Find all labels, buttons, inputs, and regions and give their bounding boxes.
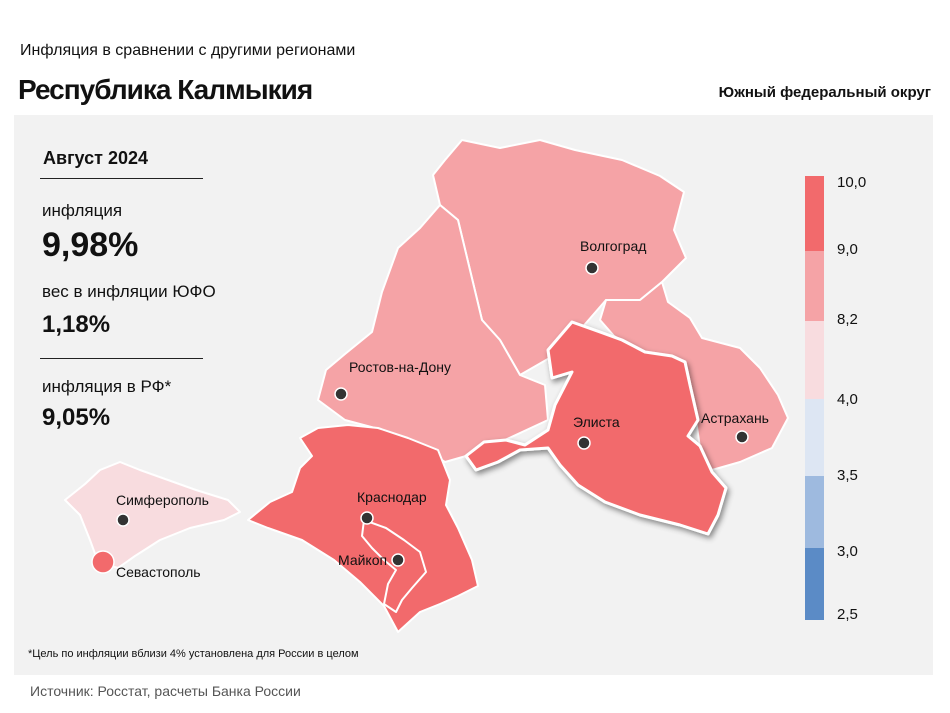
legend-tick: 2,5 <box>837 606 858 623</box>
city-label-maykop: Майкоп <box>338 552 387 568</box>
month-label: Август 2024 <box>43 148 148 168</box>
city-label-rostov: Ростов-на-Дону <box>349 359 451 375</box>
city-marker-rostov <box>334 387 348 401</box>
city-label-simferopol: Симферополь <box>116 492 209 508</box>
divider <box>40 358 203 359</box>
legend-tick: 8,2 <box>837 311 858 328</box>
inflation-label: инфляция <box>42 201 123 220</box>
legend-swatch <box>805 176 824 251</box>
weight-label: вес в инфляции ЮФО <box>42 282 216 301</box>
inflation-value: 9,98% <box>42 226 139 264</box>
page-title: Республика Калмыкия <box>18 74 313 105</box>
city-marker-elista <box>577 436 591 450</box>
legend-swatch <box>805 476 824 548</box>
legend-swatch <box>805 548 824 620</box>
city-marker-maykop <box>391 553 405 567</box>
rf-inflation-value: 9,05% <box>42 404 111 431</box>
region-crimea[interactable] <box>64 461 241 569</box>
region-rostov[interactable] <box>317 204 549 463</box>
legend-swatch <box>805 321 824 399</box>
city-label-sevastopol: Севастополь <box>116 564 201 580</box>
city-label-astrakhan: Астрахань <box>701 410 769 426</box>
legend-swatch <box>805 251 824 321</box>
region-adygea[interactable] <box>361 519 427 613</box>
city-label-elista: Элиста <box>573 414 620 430</box>
legend-tick: 3,0 <box>837 543 858 560</box>
city-marker-astrakhan <box>735 430 749 444</box>
city-marker-krasnodar <box>360 511 374 525</box>
legend-tick: 3,5 <box>837 467 858 484</box>
city-marker-volgograd <box>585 261 599 275</box>
legend-tick: 10,0 <box>837 174 867 191</box>
city-label-krasnodar: Краснодар <box>357 489 427 505</box>
legend-swatch <box>805 399 824 476</box>
city-marker-simferopol <box>116 513 130 527</box>
legend-tick: 9,0 <box>837 241 858 258</box>
footnote: *Цель по инфляции вблизи 4% установлена … <box>28 648 359 660</box>
district-label: Южный федеральный округ <box>718 84 931 101</box>
legend-tick: 4,0 <box>837 391 858 408</box>
source-note: Источник: Росстат, расчеты Банка России <box>30 683 301 699</box>
city-label-volgograd: Волгоград <box>580 238 646 254</box>
divider <box>40 178 203 179</box>
region-sevastopol[interactable] <box>91 550 115 574</box>
weight-value: 1,18% <box>42 311 111 338</box>
region-kalmykia[interactable] <box>464 320 728 536</box>
supertitle: Инфляция в сравнении с другими регионами <box>20 42 356 59</box>
rf-inflation-label: инфляция в РФ* <box>42 377 172 396</box>
